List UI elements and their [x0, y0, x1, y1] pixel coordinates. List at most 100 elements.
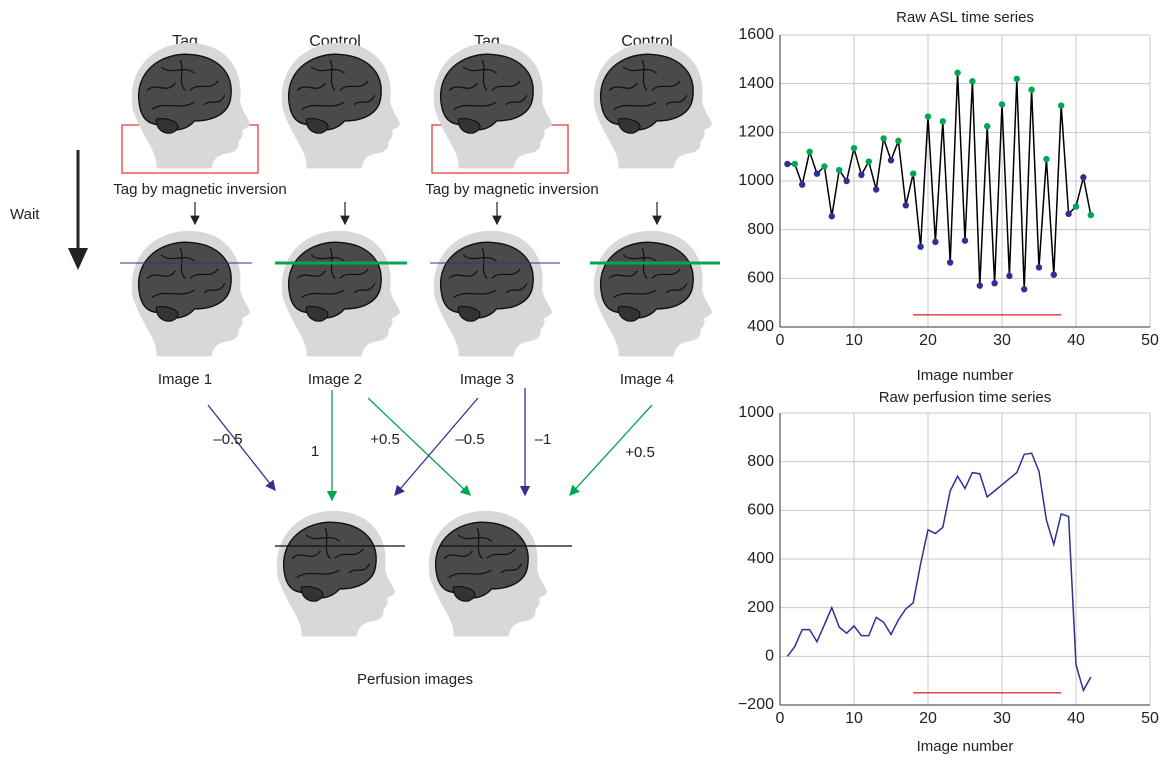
point: [903, 202, 909, 208]
weight-label: 1: [311, 443, 319, 460]
point: [843, 178, 849, 184]
point: [829, 213, 835, 219]
x-tick-label: 0: [776, 332, 785, 349]
head: [282, 43, 400, 168]
point: [1028, 87, 1034, 93]
y-tick-label: 1000: [738, 404, 774, 421]
point: [917, 244, 923, 250]
point: [1036, 264, 1042, 270]
x-tick-label: 50: [1141, 332, 1159, 349]
point: [969, 78, 975, 84]
point: [866, 158, 872, 164]
point: [1065, 211, 1071, 217]
x-tick-label: 40: [1067, 332, 1085, 349]
point: [1021, 286, 1027, 292]
point: [991, 280, 997, 286]
wait-label: Wait: [10, 206, 40, 223]
head: [434, 43, 552, 168]
chart-title: Raw ASL time series: [896, 9, 1034, 26]
y-tick-label: 1400: [738, 75, 774, 92]
tag-caption: Tag by magnetic inversion: [425, 181, 598, 198]
point: [962, 237, 968, 243]
point: [814, 171, 820, 177]
tag-caption: Tag by magnetic inversion: [113, 181, 286, 198]
y-tick-label: 600: [747, 502, 774, 519]
head: [132, 231, 250, 356]
y-tick-label: −200: [738, 696, 774, 713]
point: [1014, 76, 1020, 82]
point: [1006, 273, 1012, 279]
x-tick-label: 40: [1067, 710, 1085, 727]
point: [932, 239, 938, 245]
point: [880, 135, 886, 141]
weight-label: +0.5: [625, 444, 655, 461]
head: [282, 231, 400, 356]
point: [977, 282, 983, 288]
point: [1058, 102, 1064, 108]
x-tick-label: 20: [919, 332, 937, 349]
x-axis-label: Image number: [917, 367, 1014, 384]
y-tick-label: 800: [747, 221, 774, 238]
point: [858, 172, 864, 178]
weight-label: –0.5: [213, 431, 242, 448]
weight-label: +0.5: [370, 431, 400, 448]
point: [888, 157, 894, 163]
point: [999, 101, 1005, 107]
head: [132, 43, 250, 168]
point: [1043, 156, 1049, 162]
point: [873, 186, 879, 192]
y-tick-label: 800: [747, 453, 774, 470]
image-label: Image 2: [308, 371, 362, 388]
point: [947, 259, 953, 265]
point: [784, 161, 790, 167]
output-caption: Perfusion images: [357, 671, 473, 688]
point: [836, 167, 842, 173]
weight-label: –1: [535, 431, 552, 448]
point: [895, 138, 901, 144]
x-tick-label: 30: [993, 710, 1011, 727]
x-tick-label: 30: [993, 332, 1011, 349]
x-tick-label: 10: [845, 332, 863, 349]
point: [984, 123, 990, 129]
point: [1080, 174, 1086, 180]
y-tick-label: 1600: [738, 26, 774, 43]
head: [434, 231, 552, 356]
weight-label: –0.5: [455, 431, 484, 448]
figure: Wait Tag by magnetic inversion Tag by ma…: [0, 0, 1166, 763]
point: [792, 161, 798, 167]
y-tick-label: 400: [747, 550, 774, 567]
point: [806, 149, 812, 155]
point: [821, 163, 827, 169]
point: [940, 118, 946, 124]
point: [954, 70, 960, 76]
image-label: Image 3: [460, 371, 514, 388]
series-line: [787, 453, 1090, 690]
point: [925, 113, 931, 119]
x-tick-label: 0: [776, 710, 785, 727]
y-tick-label: 1000: [738, 172, 774, 189]
head: [594, 231, 712, 356]
point: [1088, 212, 1094, 218]
point: [799, 181, 805, 187]
chart-title: Raw perfusion time series: [879, 389, 1052, 406]
x-tick-label: 10: [845, 710, 863, 727]
head: [277, 511, 395, 636]
x-axis-label: Image number: [917, 738, 1014, 755]
image-label: Image 1: [158, 371, 212, 388]
point: [851, 145, 857, 151]
x-tick-label: 20: [919, 710, 937, 727]
image-label: Image 4: [620, 371, 674, 388]
head: [594, 43, 712, 168]
y-tick-label: 400: [747, 318, 774, 335]
y-tick-label: 0: [765, 648, 774, 665]
point: [910, 171, 916, 177]
y-tick-label: 200: [747, 599, 774, 616]
wait-arrowhead: [68, 248, 88, 270]
point: [1051, 271, 1057, 277]
point: [1073, 203, 1079, 209]
page: { "diagram": { "columns": [ {"label": "T…: [0, 0, 1166, 763]
x-tick-label: 50: [1141, 710, 1159, 727]
y-tick-label: 1200: [738, 124, 774, 141]
head: [429, 511, 547, 636]
y-tick-label: 600: [747, 270, 774, 287]
